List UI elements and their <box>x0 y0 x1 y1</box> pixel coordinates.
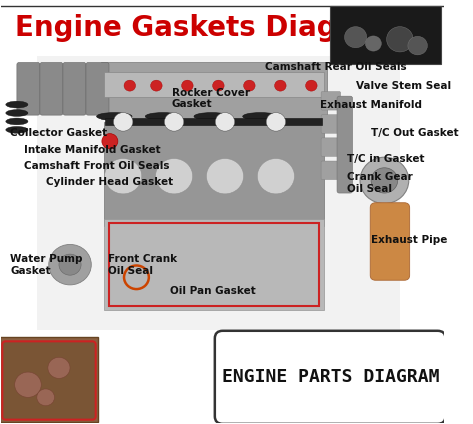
Circle shape <box>156 159 193 194</box>
Text: Exhaust Pipe: Exhaust Pipe <box>371 235 447 245</box>
FancyBboxPatch shape <box>321 138 341 156</box>
Circle shape <box>59 254 81 275</box>
Text: T/C in Gasket: T/C in Gasket <box>347 154 424 164</box>
Circle shape <box>244 80 255 91</box>
Circle shape <box>49 244 91 285</box>
FancyBboxPatch shape <box>17 62 40 115</box>
Text: ENGINE PARTS DIAGRAM: ENGINE PARTS DIAGRAM <box>222 368 439 386</box>
Text: Engine Gaskets Diagram: Engine Gaskets Diagram <box>15 14 398 42</box>
Circle shape <box>306 80 317 91</box>
Text: Collector Gasket: Collector Gasket <box>10 128 107 138</box>
FancyBboxPatch shape <box>101 62 327 119</box>
Circle shape <box>360 157 409 204</box>
Text: Intake Manifold Gasket: Intake Manifold Gasket <box>24 145 160 155</box>
FancyBboxPatch shape <box>321 92 341 110</box>
FancyBboxPatch shape <box>40 62 63 115</box>
FancyBboxPatch shape <box>105 118 323 125</box>
Ellipse shape <box>145 113 181 120</box>
FancyBboxPatch shape <box>2 341 96 420</box>
Text: Crank Gear
Oil Seal: Crank Gear Oil Seal <box>347 172 412 194</box>
Circle shape <box>266 113 286 131</box>
Circle shape <box>124 80 136 91</box>
Text: Valve Stem Seal: Valve Stem Seal <box>356 81 451 92</box>
Ellipse shape <box>194 113 229 120</box>
Circle shape <box>206 159 244 194</box>
Circle shape <box>102 134 118 149</box>
Text: Rocker Cover
Gasket: Rocker Cover Gasket <box>172 88 250 109</box>
FancyBboxPatch shape <box>337 96 352 193</box>
Text: Front Crank
Oil Seal: Front Crank Oil Seal <box>108 254 177 276</box>
FancyBboxPatch shape <box>86 62 109 115</box>
Text: Water Pump
Gasket: Water Pump Gasket <box>10 254 83 276</box>
Circle shape <box>408 36 428 55</box>
Circle shape <box>365 36 381 51</box>
Circle shape <box>275 80 286 91</box>
Circle shape <box>150 80 162 91</box>
Ellipse shape <box>6 118 28 125</box>
Text: Exhaust Manifold: Exhaust Manifold <box>320 100 422 110</box>
FancyBboxPatch shape <box>215 331 446 424</box>
Ellipse shape <box>6 101 28 108</box>
FancyBboxPatch shape <box>330 6 441 64</box>
Circle shape <box>257 159 295 194</box>
Circle shape <box>344 27 367 48</box>
Circle shape <box>371 168 398 193</box>
FancyBboxPatch shape <box>104 219 324 310</box>
Ellipse shape <box>6 126 28 133</box>
FancyBboxPatch shape <box>37 56 400 330</box>
Text: Camshaft Rear Oil Seals: Camshaft Rear Oil Seals <box>265 62 406 73</box>
Circle shape <box>386 27 413 52</box>
Circle shape <box>182 80 193 91</box>
Text: T/C Out Gasket: T/C Out Gasket <box>371 128 459 138</box>
Text: Camshaft Front Oil Seals: Camshaft Front Oil Seals <box>24 161 169 170</box>
Circle shape <box>215 113 235 131</box>
Circle shape <box>164 113 184 131</box>
Text: Oil Pan Gasket: Oil Pan Gasket <box>170 286 255 296</box>
FancyBboxPatch shape <box>63 62 86 115</box>
Ellipse shape <box>96 113 132 120</box>
Circle shape <box>114 113 133 131</box>
Circle shape <box>15 372 41 397</box>
Circle shape <box>105 159 142 194</box>
FancyBboxPatch shape <box>370 203 410 280</box>
Circle shape <box>48 357 70 378</box>
Circle shape <box>212 80 224 91</box>
FancyBboxPatch shape <box>321 115 341 133</box>
FancyBboxPatch shape <box>0 337 98 422</box>
FancyBboxPatch shape <box>104 72 324 98</box>
Ellipse shape <box>6 110 28 116</box>
FancyBboxPatch shape <box>104 122 324 226</box>
Ellipse shape <box>243 113 278 120</box>
Text: Cylinder Head Gasket: Cylinder Head Gasket <box>46 178 173 187</box>
Circle shape <box>37 389 54 406</box>
FancyBboxPatch shape <box>321 161 341 180</box>
